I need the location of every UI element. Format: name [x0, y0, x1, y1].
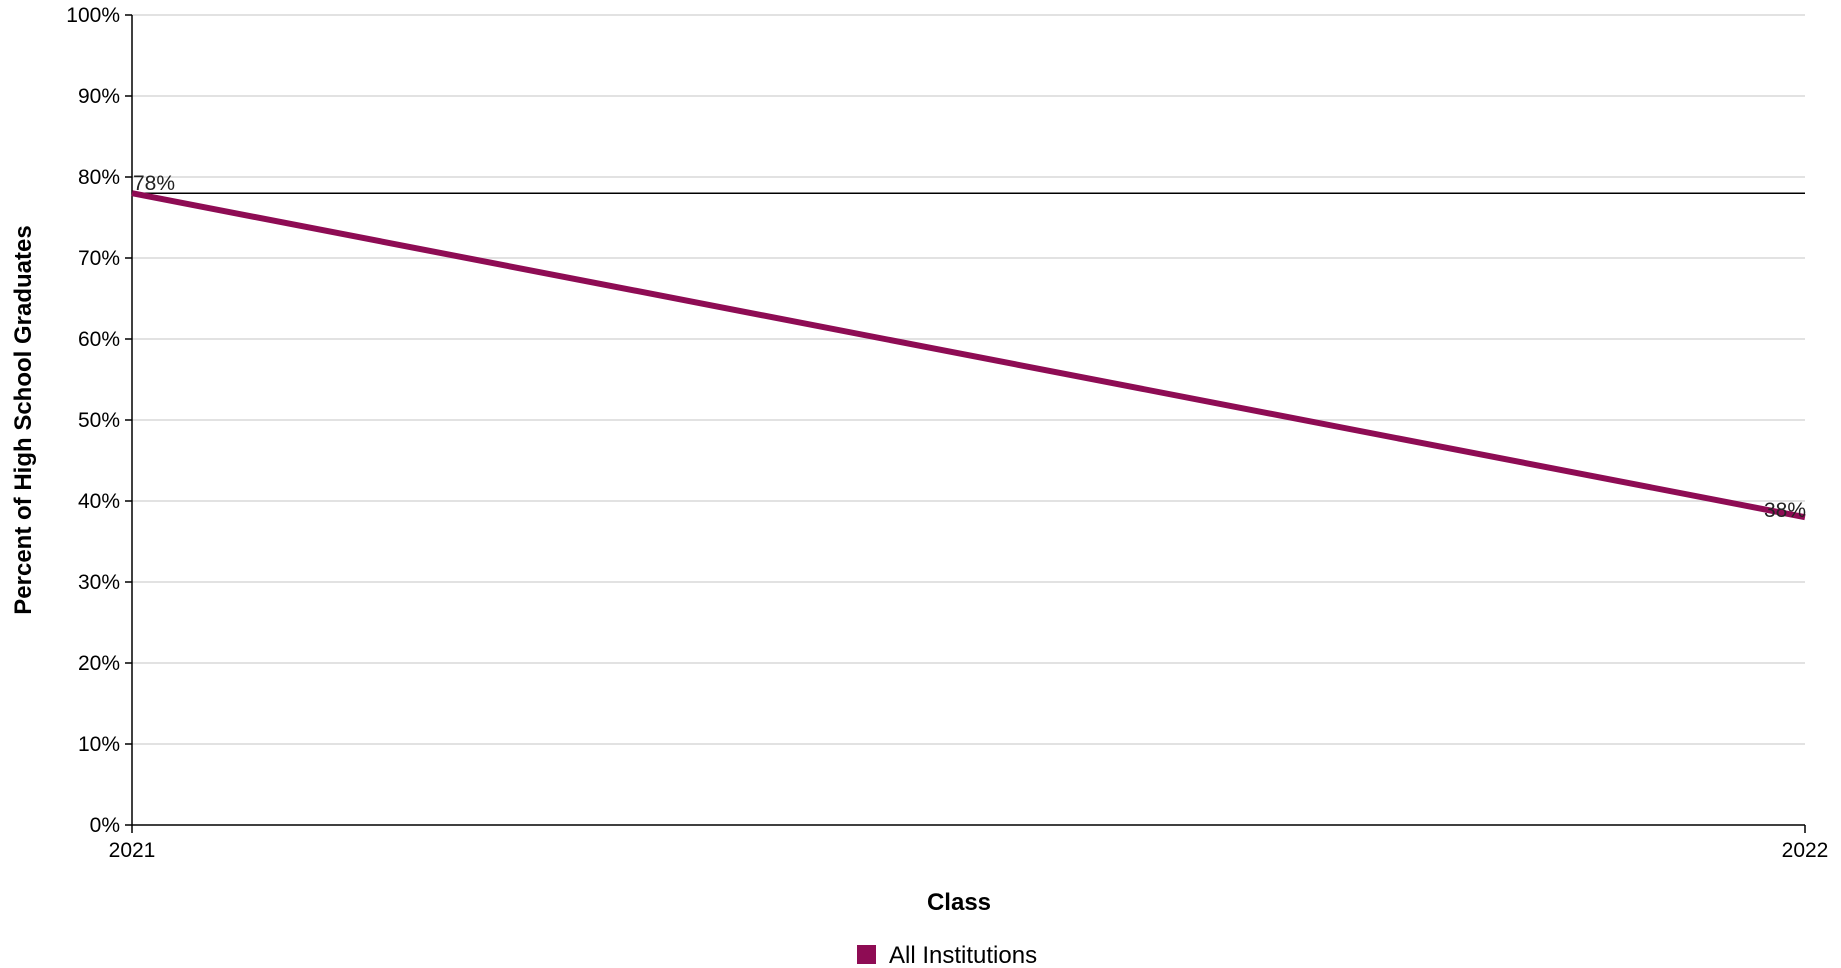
y-tick-label: 20%	[78, 652, 120, 675]
series-line-all-institutions	[131, 190, 1806, 521]
legend-swatch-all-institutions	[857, 945, 876, 964]
y-axis-title: Percent of High School Graduates	[10, 225, 37, 614]
y-tick-label: 80%	[78, 166, 120, 189]
data-label: 78%	[133, 172, 175, 195]
x-ticks: 2021 2022	[109, 825, 1829, 862]
y-tick-label: 10%	[78, 733, 120, 756]
x-axis-title: Class	[927, 889, 991, 916]
y-tick-label: 0%	[90, 814, 120, 837]
legend-label-all-institutions: All Institutions	[889, 942, 1037, 968]
x-axis: 2021 2022	[109, 824, 1829, 862]
y-axis: 0% 10% 20% 30% 40% 50% 60% 70% 80% 90% 100%	[66, 4, 133, 837]
y-tick-label: 50%	[78, 409, 120, 432]
grid-lines	[132, 14, 1805, 745]
y-tick-label: 30%	[78, 571, 120, 594]
data-labels: 78% 38%	[133, 172, 1806, 522]
x-tick-label: 2022	[1782, 839, 1829, 862]
y-ticks: 0% 10% 20% 30% 40% 50% 60% 70% 80% 90% 100%	[66, 4, 132, 837]
y-tick-label: 60%	[78, 328, 120, 351]
y-tick-label: 90%	[78, 85, 120, 108]
legend: All Institutions	[857, 942, 1037, 968]
data-label: 38%	[1764, 499, 1806, 522]
y-tick-label: 70%	[78, 247, 120, 270]
y-tick-label: 40%	[78, 490, 120, 513]
x-tick-label: 2021	[109, 839, 156, 862]
y-tick-label: 100%	[66, 4, 120, 27]
series-layer	[131, 190, 1806, 521]
